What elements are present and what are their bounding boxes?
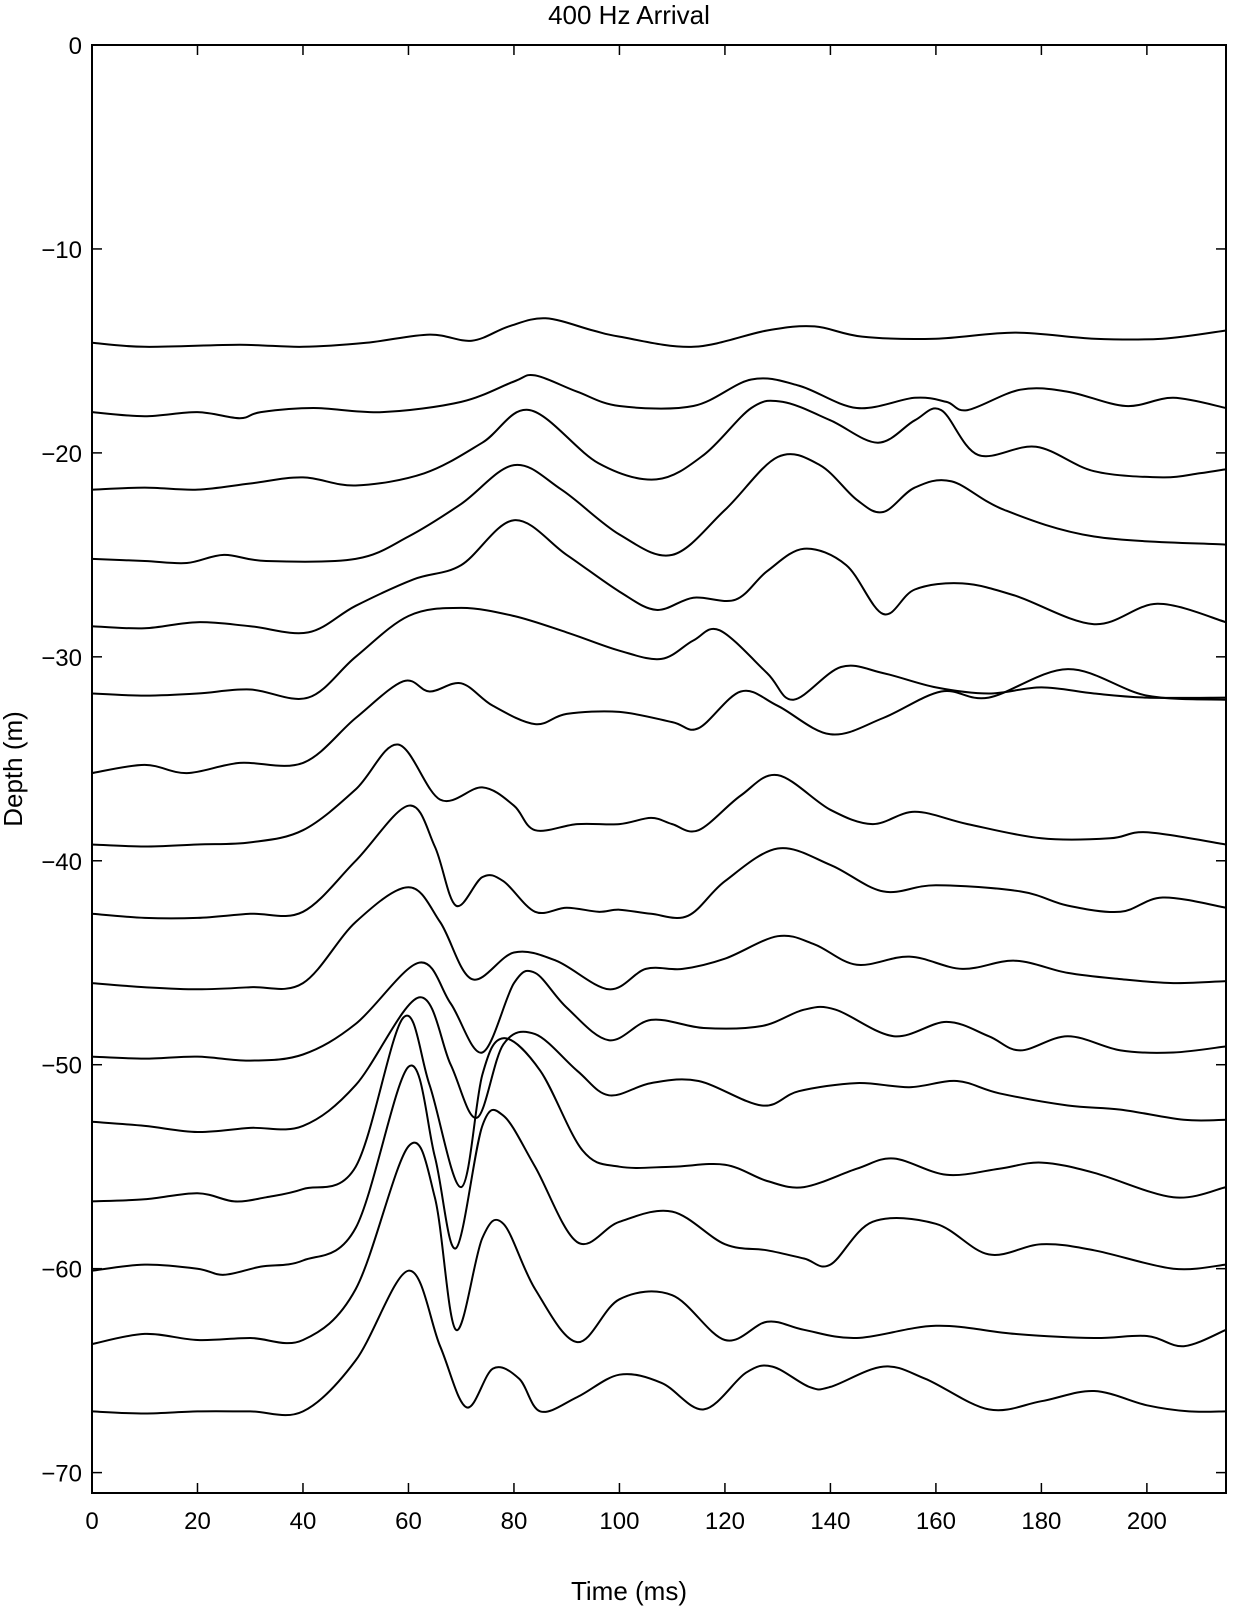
trace-line — [91, 743, 1227, 848]
trace-line — [91, 1014, 1227, 1203]
trace-line — [91, 399, 1227, 491]
y-tick-label: −40 — [41, 849, 82, 876]
trace-line — [91, 886, 1227, 991]
y-tick-label: −60 — [41, 1257, 82, 1284]
trace-line — [91, 804, 1227, 920]
trace-line — [91, 668, 1227, 775]
x-tick-label: 200 — [1127, 1508, 1167, 1535]
y-tick-label: −70 — [41, 1461, 82, 1488]
x-tick-label: 100 — [599, 1508, 639, 1535]
trace-line — [91, 1141, 1227, 1348]
y-tick-label: −30 — [41, 645, 82, 672]
trace-group — [91, 317, 1227, 1417]
x-axis-label: Time (ms) — [571, 1576, 687, 1606]
trace-line — [91, 1064, 1227, 1276]
y-tick-label: 0 — [69, 33, 82, 60]
trace-line — [91, 519, 1227, 635]
axis-ticks — [91, 44, 1226, 1493]
y-tick-label: −50 — [41, 1053, 82, 1080]
trace-line — [91, 606, 1227, 701]
plot-area-frame — [91, 44, 1227, 1494]
trace-line — [91, 961, 1227, 1062]
x-axis-tick-labels: 0 20 40 60 80 100 120 140 160 180 200 — [85, 1508, 1167, 1535]
x-tick-label: 60 — [395, 1508, 422, 1535]
x-tick-label: 40 — [290, 1508, 317, 1535]
y-axis-tick-labels: 0 −10 −20 −30 −40 −50 −60 −70 — [41, 33, 82, 1488]
trace-line — [91, 1269, 1227, 1417]
trace-line — [91, 373, 1227, 420]
x-tick-label: 120 — [705, 1508, 745, 1535]
x-tick-label: 0 — [85, 1508, 98, 1535]
x-tick-label: 180 — [1021, 1508, 1061, 1535]
y-axis-label: Depth (m) — [0, 711, 28, 827]
y-tick-label: −10 — [41, 237, 82, 264]
x-tick-label: 80 — [501, 1508, 528, 1535]
trace-line — [91, 317, 1227, 348]
chart-title: 400 Hz Arrival — [548, 0, 710, 30]
x-tick-label: 160 — [916, 1508, 956, 1535]
trace-line — [91, 996, 1227, 1134]
x-tick-label: 140 — [810, 1508, 850, 1535]
trace-line — [91, 453, 1227, 565]
y-tick-label: −20 — [41, 441, 82, 468]
x-tick-label: 20 — [184, 1508, 211, 1535]
